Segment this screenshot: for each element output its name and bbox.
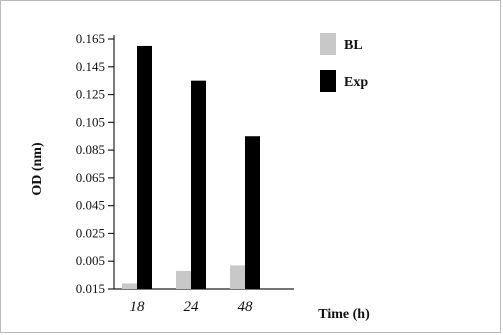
legend: BL Exp <box>320 33 368 92</box>
y-tick-label: 0.165 <box>76 31 105 46</box>
bar-bl-24 <box>176 270 191 289</box>
x-axis-label: Time (h) <box>318 307 370 322</box>
x-tick-label: 24 <box>184 299 200 315</box>
bar-bl-48 <box>230 265 245 289</box>
y-tick-label: 0.025 <box>76 225 105 240</box>
y-tick-label: 0.065 <box>76 170 105 185</box>
bar-exp-24 <box>191 80 206 290</box>
x-tick-label: 48 <box>238 299 254 315</box>
y-tick-label: 0.085 <box>76 142 105 157</box>
x-axis: 18 24 48 <box>114 288 294 315</box>
y-axis: 0.165 0.145 0.125 0.105 0.085 0.065 0.045 0.025… <box>76 31 115 296</box>
x-tick-label: 18 <box>130 299 146 315</box>
y-tick-label: 0.015 <box>76 281 105 296</box>
bars <box>122 45 260 290</box>
y-tick-label: 0.005 <box>76 253 105 268</box>
y-tick-label: 0.105 <box>76 114 105 129</box>
bar-exp-18 <box>137 45 152 289</box>
y-tick-label: 0.145 <box>76 59 105 74</box>
legend-label-bl: BL <box>344 38 363 53</box>
legend-swatch-bl <box>320 33 336 55</box>
bar-exp-48 <box>245 136 260 289</box>
y-tick-label: 0.125 <box>76 87 105 102</box>
y-tick-label: 0.045 <box>76 198 105 213</box>
legend-label-exp: Exp <box>344 75 368 90</box>
bar-bl-18 <box>122 283 137 289</box>
y-axis-label: OD (nm) <box>30 142 45 196</box>
legend-swatch-exp <box>320 70 336 92</box>
